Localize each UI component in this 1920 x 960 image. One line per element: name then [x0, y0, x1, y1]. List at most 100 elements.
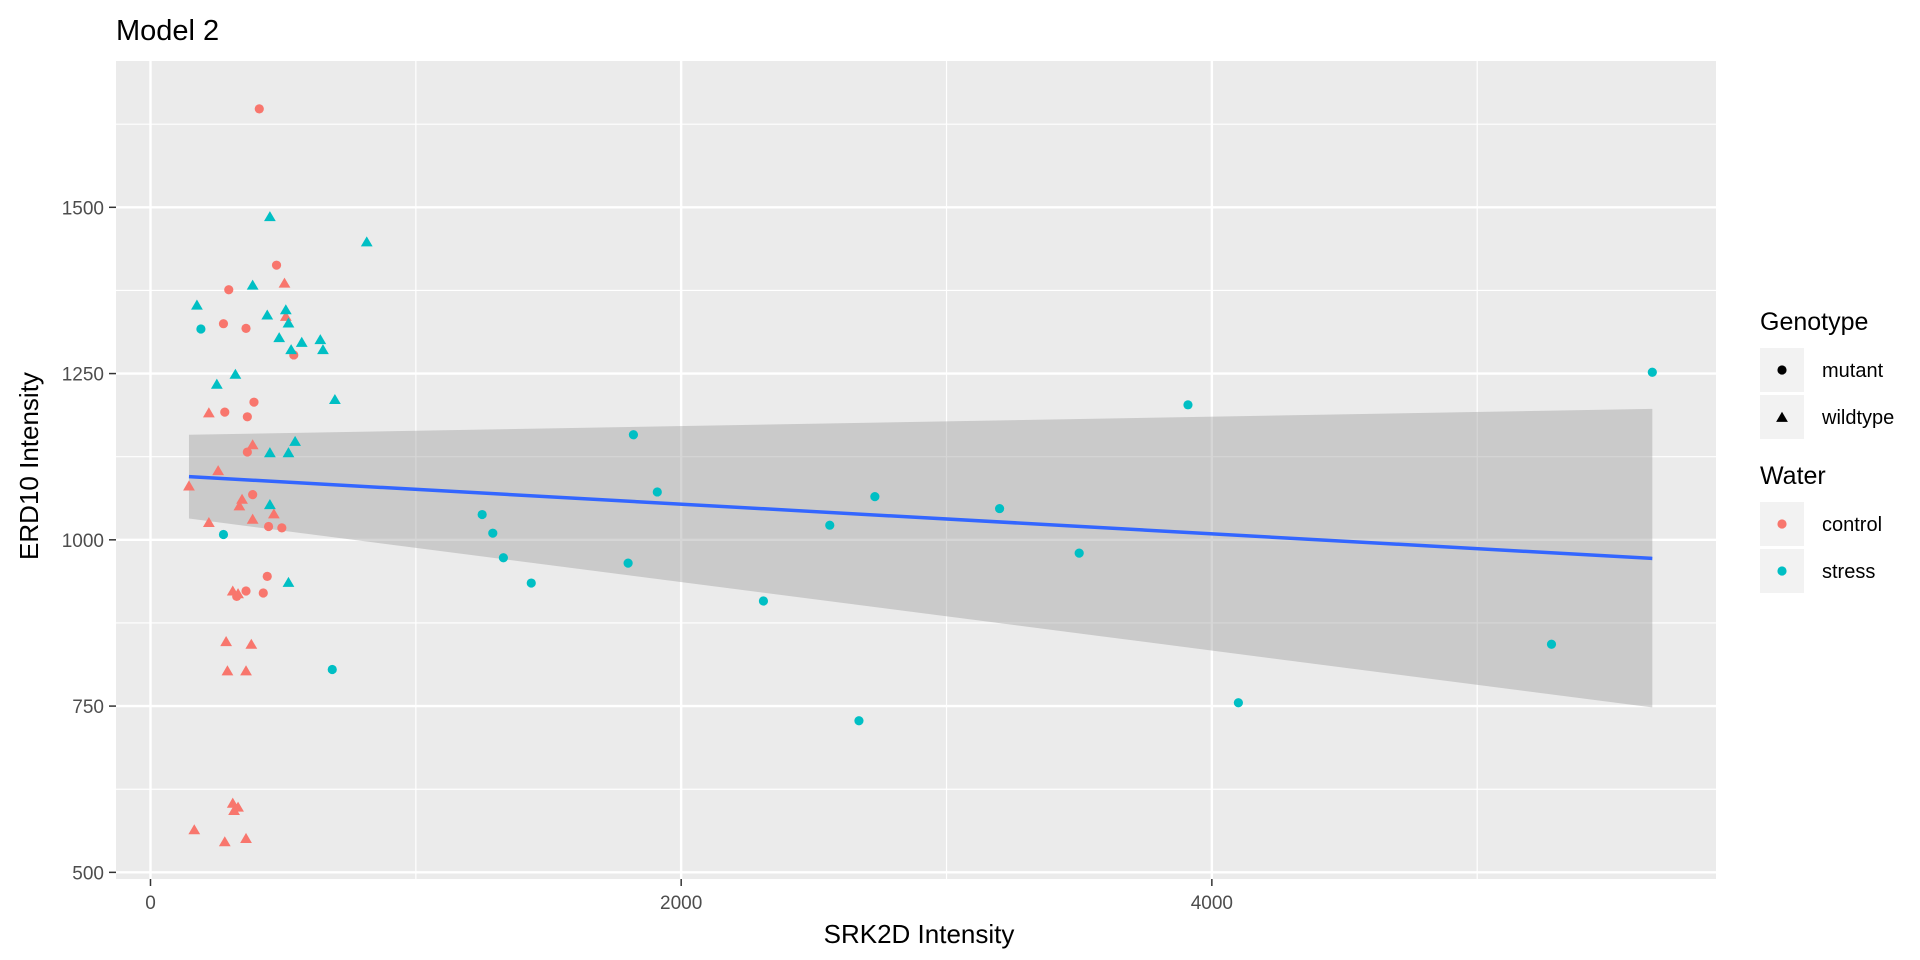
point-mutant-control — [249, 397, 259, 407]
point-wildtype-stress — [279, 304, 292, 315]
point-mutant-stress — [1183, 400, 1193, 410]
confidence-band-layer — [188, 408, 1653, 708]
point-mutant-stress — [488, 528, 498, 538]
point-wildtype-stress — [317, 344, 329, 355]
point-wildtype-control — [212, 465, 225, 476]
points-layer — [183, 104, 1657, 847]
y-tick-label: 1500 — [62, 198, 104, 219]
point-wildtype-stress — [264, 211, 276, 222]
point-wildtype-control — [246, 439, 259, 450]
legend-label: mutant — [1822, 360, 1884, 382]
confidence-band — [188, 408, 1653, 708]
point-wildtype-stress — [264, 447, 276, 458]
x-axis-label: SRK2D Intensity — [824, 919, 1015, 949]
major-gridlines — [116, 61, 1716, 879]
legend-title: Genotype — [1760, 308, 1868, 336]
point-wildtype-stress — [282, 317, 295, 328]
point-mutant-control — [242, 412, 252, 422]
point-mutant-stress — [477, 509, 487, 520]
legend-label: control — [1822, 514, 1882, 536]
point-mutant-control — [241, 586, 251, 596]
point-wildtype-control — [218, 836, 231, 847]
fit-line-layer — [188, 474, 1653, 561]
y-tick-label: 1000 — [62, 531, 104, 552]
point-mutant-control — [254, 104, 264, 114]
point-wildtype-stress — [273, 332, 286, 343]
point-wildtype-control — [233, 500, 246, 511]
point-wildtype-control — [202, 407, 215, 418]
point-wildtype-stress — [210, 378, 223, 389]
legend-key-triangle — [1776, 411, 1788, 422]
point-mutant-control — [263, 521, 274, 532]
point-mutant-control — [241, 323, 251, 333]
point-wildtype-control — [183, 480, 195, 491]
point-mutant-stress — [196, 324, 206, 334]
point-wildtype-stress — [261, 309, 274, 320]
point-wildtype-stress — [282, 447, 295, 458]
point-mutant-stress — [825, 520, 835, 530]
chart-title: Model 2 — [116, 15, 219, 47]
point-wildtype-stress — [264, 499, 276, 510]
point-wildtype-control — [188, 824, 201, 835]
legend-key-stress — [1777, 566, 1787, 576]
point-wildtype-stress — [282, 576, 295, 587]
point-mutant-stress — [870, 492, 880, 502]
y-axis-label: ERD10 Intensity — [14, 372, 44, 560]
x-tick-label: 4000 — [1191, 893, 1233, 914]
point-mutant-stress — [994, 503, 1005, 514]
point-mutant-control — [277, 523, 287, 533]
point-mutant-stress — [526, 578, 536, 588]
legend-label: stress — [1822, 561, 1875, 583]
point-mutant-control — [248, 490, 258, 500]
point-wildtype-control — [240, 665, 252, 676]
point-mutant-control — [258, 588, 268, 598]
point-wildtype-stress — [246, 279, 259, 290]
point-wildtype-stress — [314, 334, 327, 345]
axes-layer: 0 2000 4000 500 750 1000 1250 1500 — [62, 198, 1233, 914]
legend: Genotype mutant wildtype Water control stress — [1760, 308, 1894, 593]
point-wildtype-control — [221, 665, 234, 676]
legend-key-circle — [1777, 365, 1787, 375]
y-tick-label: 1250 — [62, 365, 104, 386]
point-wildtype-stress — [285, 344, 298, 355]
plot-panel — [116, 61, 1716, 879]
y-tick-label: 750 — [72, 697, 104, 718]
point-wildtype-stress — [289, 435, 301, 446]
point-mutant-stress — [1647, 367, 1657, 377]
minor-gridlines — [116, 61, 1716, 879]
point-mutant-control — [220, 407, 230, 417]
point-mutant-stress — [218, 529, 229, 540]
point-mutant-control — [218, 319, 229, 329]
point-wildtype-control — [228, 804, 240, 816]
point-wildtype-control — [240, 832, 252, 843]
point-wildtype-control — [232, 588, 244, 599]
fit-line — [188, 474, 1653, 561]
point-wildtype-stress — [229, 368, 242, 379]
legend-key-control — [1777, 519, 1787, 529]
point-mutant-stress — [758, 596, 769, 606]
legend-title: Water — [1760, 462, 1826, 490]
point-mutant-stress — [1546, 639, 1557, 649]
legend-label: wildtype — [1821, 407, 1894, 429]
point-wildtype-control — [220, 636, 233, 647]
point-mutant-stress — [498, 553, 508, 563]
point-wildtype-control — [226, 797, 239, 808]
point-mutant-control — [262, 571, 272, 582]
point-mutant-stress — [854, 716, 864, 726]
point-wildtype-stress — [360, 236, 373, 247]
point-wildtype-control — [202, 517, 215, 528]
point-mutant-control — [224, 285, 234, 295]
point-wildtype-stress — [329, 393, 341, 405]
point-wildtype-control — [267, 508, 280, 519]
point-mutant-stress — [652, 487, 662, 497]
point-mutant-stress — [628, 430, 639, 440]
x-tick-label: 2000 — [660, 893, 702, 914]
point-mutant-stress — [623, 558, 633, 568]
point-mutant-control — [271, 260, 282, 270]
point-wildtype-stress — [191, 299, 203, 310]
point-mutant-stress — [1233, 698, 1243, 708]
point-wildtype-control — [246, 513, 259, 524]
point-wildtype-control — [245, 638, 258, 649]
x-tick-label: 0 — [145, 893, 156, 914]
